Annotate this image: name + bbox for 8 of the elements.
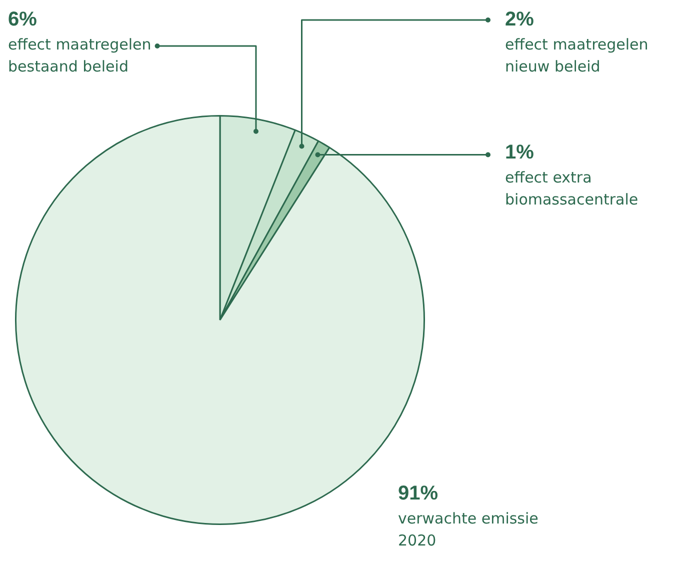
data-label: 2% xyxy=(505,8,534,31)
slice-label: effect extra biomassacentrale xyxy=(505,168,638,208)
data-label: 1% xyxy=(505,142,534,164)
slice-label: verwachte emissie 2020 xyxy=(398,509,538,550)
data-label: 6% xyxy=(8,8,38,31)
slice-label: effect maatregelen bestaand beleid xyxy=(8,35,152,76)
slice-label: effect maatregelen nieuw beleid xyxy=(505,35,648,76)
data-label: 91% xyxy=(398,482,438,505)
